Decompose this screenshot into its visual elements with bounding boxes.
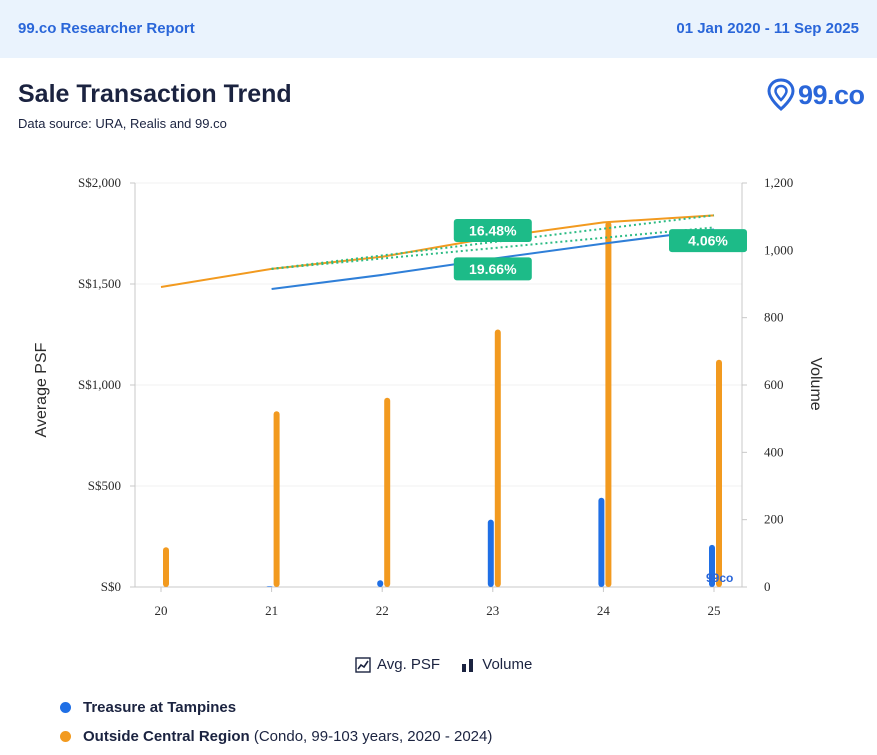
volume-bar	[163, 547, 169, 587]
trend-line	[271, 226, 715, 270]
x-tick-label: 21	[265, 603, 278, 618]
legend-avg-psf[interactable]: Avg. PSF	[355, 656, 440, 673]
volume-bar	[266, 586, 273, 587]
volume-bar	[494, 329, 501, 587]
bar-chart-icon	[462, 658, 474, 672]
right-axis-title: Volume	[807, 357, 824, 410]
left-tick-label: S$1,000	[78, 377, 121, 392]
volume-bar	[377, 580, 384, 587]
growth-badge	[453, 218, 532, 242]
left-tick-label: S$0	[101, 579, 121, 594]
line-chart-icon	[355, 656, 371, 673]
left-tick-label: S$2,000	[78, 175, 121, 190]
volume-bar	[598, 497, 605, 587]
volume-bar	[709, 544, 715, 587]
trend-line	[271, 214, 715, 270]
legend-volume[interactable]: Volume	[460, 656, 532, 673]
report-header: 99.co Researcher Report 01 Jan 2020 - 11…	[0, 0, 877, 58]
x-tick-label: 24	[597, 603, 611, 618]
growth-badge-label: 19.66%	[469, 261, 517, 277]
psf-line	[160, 214, 715, 289]
logo-text: 99.co	[798, 80, 865, 110]
series-detail: (Condo, 99-103 years, 2020 - 2024)	[253, 728, 493, 745]
volume-bar	[605, 221, 612, 587]
right-tick-label: 0	[764, 579, 771, 594]
left-tick-label: S$500	[88, 478, 121, 493]
chart-watermark: 99co	[706, 571, 733, 585]
volume-bar	[487, 519, 494, 587]
x-tick-label: 23	[486, 603, 499, 618]
series-name: Outside Central Region	[83, 728, 250, 745]
series-legend-item: Outside Central Region (Condo, 99-103 ye…	[60, 728, 492, 745]
right-tick-label: 400	[764, 444, 784, 459]
x-tick-label: 20	[155, 603, 168, 618]
brand-logo: 99.co	[766, 78, 866, 112]
left-axis-title: Average PSF	[33, 342, 50, 437]
growth-badge-label: 16.48%	[469, 222, 517, 238]
growth-badge	[453, 257, 532, 281]
legend-avg-psf-label: Avg. PSF	[377, 655, 441, 673]
legend-volume-label: Volume	[482, 655, 533, 673]
report-date-range: 01 Jan 2020 - 11 Sep 2025	[676, 20, 859, 37]
series-legend-item: Treasure at Tampines	[60, 699, 236, 716]
growth-badge-label: 4.06%	[688, 233, 728, 249]
chart-type-legend: Avg. PSF Volume	[355, 655, 548, 675]
growth-badge	[669, 229, 747, 253]
volume-bar	[716, 359, 722, 587]
sale-transaction-chart: S$0 S$500 S$1,000 S$1,500 S$2,000 0 200 400 600 8…	[33, 175, 824, 618]
x-tick-label: 25	[708, 603, 721, 618]
volume-bar	[273, 411, 280, 587]
location-pin-icon	[767, 78, 795, 111]
series-color-dot	[60, 701, 71, 713]
chart-title: Sale Transaction Trend	[18, 80, 292, 108]
series-color-dot	[60, 730, 71, 742]
x-tick-label: 22	[376, 603, 389, 618]
right-tick-label: 800	[764, 310, 784, 325]
series-name: Treasure at Tampines	[83, 699, 237, 716]
right-tick-label: 600	[764, 377, 784, 392]
right-tick-label: 1,200	[764, 175, 793, 190]
report-brand: 99.co Researcher Report	[18, 20, 195, 37]
right-tick-label: 1,000	[764, 242, 793, 257]
chart-subtitle: Data source: URA, Realis and 99.co	[18, 116, 227, 131]
left-tick-label: S$1,500	[78, 276, 121, 291]
right-tick-label: 200	[764, 512, 784, 527]
volume-bar	[384, 397, 391, 587]
